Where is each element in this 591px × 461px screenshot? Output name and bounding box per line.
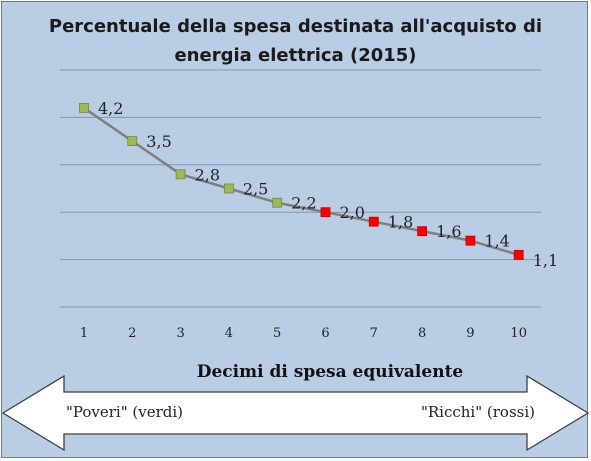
- data-label: 2,2: [291, 194, 316, 213]
- x-tick-label: 5: [273, 326, 281, 341]
- data-label: 1,4: [484, 232, 509, 251]
- data-point-poor: [223, 183, 234, 194]
- data-point-rich: [368, 216, 379, 227]
- double-arrow-shape: [1, 374, 590, 452]
- x-tick-label: 8: [418, 326, 426, 341]
- x-tick-label: 6: [321, 326, 329, 341]
- data-label: 2,5: [243, 180, 268, 199]
- chart-title: Percentuale della spesa destinata all'ac…: [0, 12, 591, 70]
- data-point-poor: [272, 197, 283, 208]
- data-point-poor: [79, 103, 89, 113]
- data-label: 1,8: [388, 213, 413, 232]
- data-label: 3,5: [146, 132, 171, 151]
- data-label: 4,2: [98, 99, 123, 118]
- chart-title-line-1: Percentuale della spesa destinata all'ac…: [48, 16, 543, 37]
- data-label: 2,0: [340, 203, 365, 222]
- rich-annotation: "Ricchi" (rossi): [420, 403, 535, 421]
- x-tick-label: 4: [225, 326, 233, 341]
- data-point-rich: [513, 249, 524, 260]
- data-point-poor: [175, 169, 186, 180]
- x-tick-label: 3: [176, 326, 184, 341]
- series-line: [83, 106, 520, 257]
- double-arrow: [1, 374, 590, 452]
- x-tick-label: 7: [370, 326, 378, 341]
- data-label: 2,8: [195, 165, 220, 184]
- data-point-rich: [320, 207, 331, 218]
- data-point-poor: [127, 136, 138, 147]
- x-tick-label: 1: [80, 326, 88, 341]
- x-axis-label: Decimi di spesa equivalente: [196, 362, 464, 382]
- data-label: 1,6: [436, 222, 461, 241]
- poor-annotation: "Poveri" (verdi): [66, 403, 184, 421]
- data-point-rich: [417, 226, 428, 237]
- data-point-rich: [465, 235, 476, 246]
- chart-title-line-2: energia elettrica (2015): [174, 45, 417, 66]
- x-tick-label: 2: [128, 326, 136, 341]
- x-tick-label: 10: [510, 326, 527, 341]
- x-tick-label: 9: [466, 326, 474, 341]
- data-label: 1,1: [533, 251, 558, 270]
- line-chart: 1 2 3 4 5 6 7 8 9 10 4,2 3,5 2,8 2,5 2,2 2,0 1,8 1,6 1,4 1,…: [60, 69, 558, 341]
